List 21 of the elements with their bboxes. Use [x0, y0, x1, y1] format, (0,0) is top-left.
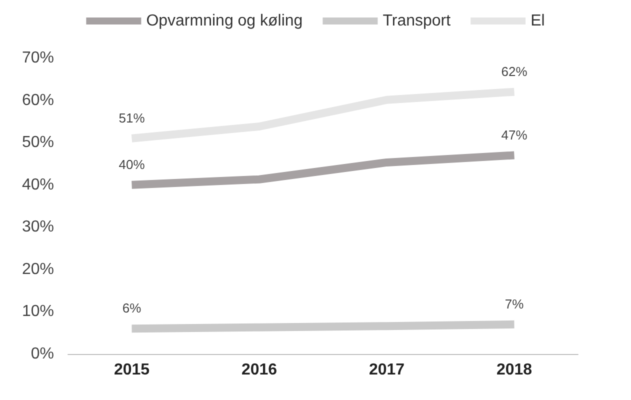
data-label: 51% [118, 110, 146, 126]
y-tick-label: 50% [22, 134, 54, 152]
data-label: 62% [501, 64, 528, 79]
data-label: 6% [122, 300, 142, 316]
x-tick-label: 2016 [241, 362, 278, 378]
y-tick-label: 0% [30, 346, 54, 362]
x-tick-label: 2017 [368, 362, 405, 378]
y-tick-label: 30% [22, 218, 54, 236]
legend-label: Opvarmning og køling [146, 12, 303, 30]
y-tick-label: 60% [22, 92, 54, 109]
data-label: 7% [504, 296, 524, 312]
data-label: 40% [118, 156, 146, 172]
y-tick-label: 10% [22, 303, 54, 320]
y-tick-label: 40% [22, 176, 54, 194]
x-tick-label: 2018 [496, 362, 532, 378]
y-tick-label: 70% [22, 50, 54, 66]
x-tick-label: 2015 [114, 362, 150, 378]
legend-label: Transport [382, 12, 452, 30]
data-label: 47% [501, 127, 528, 142]
y-tick-label: 20% [22, 260, 54, 278]
legend-label: El [530, 12, 545, 30]
